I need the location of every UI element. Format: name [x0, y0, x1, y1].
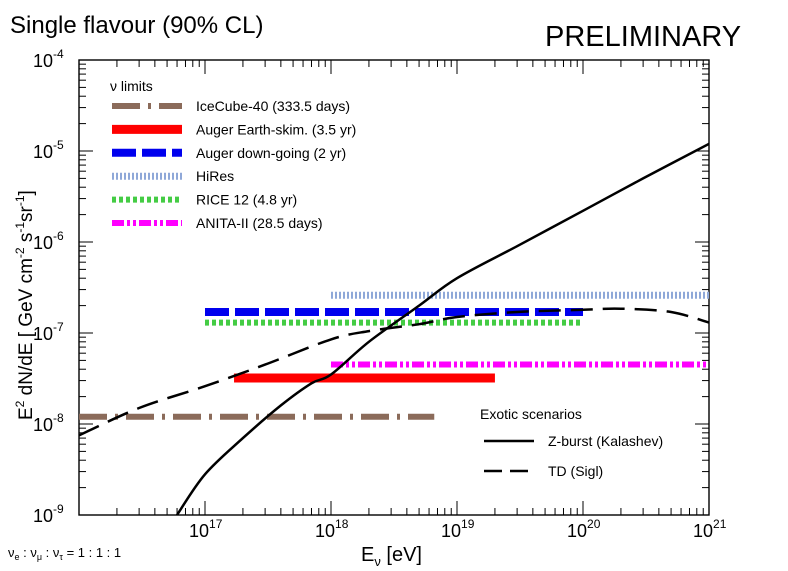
legend-label: Auger Earth-skim. (3.5 yr)	[196, 121, 356, 137]
y-tick-label: 10-9	[33, 502, 64, 526]
y-tick-label: 10-7	[33, 320, 64, 344]
y-tick-label: 10-8	[33, 411, 64, 435]
x-axis-label: Eν [eV]	[361, 544, 422, 569]
scenario-curve	[175, 142, 709, 515]
chart-title: Single flavour (90% CL)	[10, 12, 263, 39]
plot-frame	[78, 59, 710, 516]
y-tick-label: 10-6	[33, 229, 64, 253]
x-tick-label: 1017	[189, 517, 223, 541]
legend-label: ANITA-II (28.5 days)	[196, 215, 323, 231]
y-tick-label: 10-4	[33, 47, 64, 71]
limits-legend: ν limits IceCube-40 (333.5 days) Auger Ear…	[110, 78, 356, 231]
preliminary-watermark: PRELIMINARY	[545, 21, 741, 53]
scenario-lines	[79, 142, 709, 515]
x-tick-label: 1018	[315, 517, 349, 541]
y-tick-label: 10-5	[33, 138, 64, 162]
y-axis-label: E2 dN/dE [ GeV cm-2 s-1sr-1]	[13, 190, 37, 420]
legend-label: IceCube-40 (333.5 days)	[196, 98, 350, 114]
x-axis-label-e: E	[361, 544, 374, 566]
legend-label: TD (Sigl)	[548, 463, 603, 479]
x-tick-label: 1019	[441, 517, 475, 541]
limit-lines	[79, 291, 709, 420]
x-tick-label: 1020	[567, 517, 601, 541]
scenario-curve	[79, 307, 709, 437]
legend-label: Auger down-going (2 yr)	[196, 145, 346, 161]
scenarios-legend-title: Exotic scenarios	[480, 406, 582, 422]
axis-ticks	[78, 60, 709, 516]
legend-label: Z-burst (Kalashev)	[548, 433, 663, 449]
x-tick-label: 1021	[693, 517, 727, 541]
axis-tick-labels: 1017 1018 1019 1020 1021 10-9 10-8 10-7 10-6 10-5…	[33, 47, 727, 541]
flavour-ratio-note: νe : νμ : ντ = 1 : 1 : 1	[8, 545, 121, 562]
legend-label: RICE 12 (4.8 yr)	[196, 192, 297, 208]
legend-label: HiRes	[196, 168, 234, 184]
x-axis-label-sub: ν	[374, 554, 381, 569]
x-axis-label-unit: [eV]	[381, 544, 422, 566]
limits-legend-title: ν limits	[110, 78, 153, 94]
scenarios-legend: Exotic scenarios Z-burst (Kalashev) TD (Si…	[480, 406, 663, 479]
